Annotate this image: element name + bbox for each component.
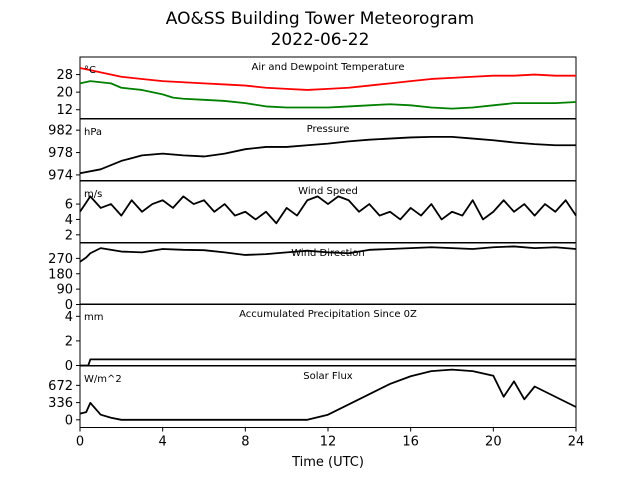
- x-axis-label: Time (UTC): [291, 455, 364, 470]
- y-tick-label: 6: [65, 198, 73, 213]
- series-line-temperature: [79, 67, 576, 91]
- y-tick-label: 180: [48, 267, 73, 282]
- figure-title: AO&SS Building Tower Meteorogram: [166, 9, 474, 29]
- y-tick-label: 12: [56, 103, 73, 118]
- x-tick-label: 0: [76, 435, 84, 450]
- x-tick-label: 12: [320, 435, 337, 450]
- panel-3: 246 Wind Speed m/s: [65, 180, 577, 243]
- panel-title: Pressure: [307, 124, 350, 135]
- y-tick-label: 2: [65, 228, 73, 243]
- y-tick-label: 28: [56, 68, 73, 83]
- x-tick-label: 8: [241, 435, 249, 450]
- y-tick-label: 270: [48, 252, 73, 267]
- y-tick-label: 90: [56, 283, 73, 298]
- x-tick-label: 20: [485, 435, 502, 450]
- panel-unit-label: hPa: [84, 127, 102, 138]
- series-line-dewpoint: [79, 80, 577, 110]
- y-tick-label: 336: [48, 396, 73, 411]
- y-tick-label: 20: [56, 86, 73, 101]
- y-tick-label: 672: [48, 379, 73, 394]
- panel-title: Wind Direction: [291, 248, 365, 259]
- y-tick-label: 978: [48, 146, 73, 161]
- series-line-data: [79, 135, 576, 175]
- series-line-data: [80, 358, 576, 367]
- panel-unit-label: mm: [84, 312, 103, 323]
- panel-unit-label: W/m^2: [84, 374, 122, 385]
- panel-title: Air and Dewpoint Temperature: [252, 62, 405, 73]
- panel-unit-label: °C: [84, 65, 96, 76]
- panel-title: Accumulated Precipitation Since 0Z: [239, 309, 417, 320]
- panel-unit-label: m/s: [84, 189, 102, 200]
- panel-title: Wind Speed: [298, 186, 358, 197]
- y-tick-label: 4: [65, 213, 73, 228]
- x-tick-label: 24: [568, 435, 585, 450]
- y-tick-label: 0: [65, 298, 73, 313]
- x-tick-label: 16: [402, 435, 419, 450]
- y-tick-label: 974: [48, 168, 73, 183]
- figure-subtitle: 2022-06-22: [271, 30, 370, 50]
- y-tick-label: 2: [65, 334, 73, 349]
- x-axis: 0 4 8 12 16 20 24: [76, 427, 585, 450]
- panel-6: 0 336 672 Solar Flux W/m^2: [48, 365, 577, 428]
- panel-5: 0 2 4 Accumulated Precipitation Since 0Z mm: [65, 303, 577, 374]
- series-line-data: [79, 245, 577, 263]
- y-tick-label: 0: [65, 413, 73, 428]
- series-line-data: [79, 368, 577, 421]
- x-tick-label: 4: [159, 435, 167, 450]
- y-tick-label: 4: [65, 310, 73, 325]
- series-line-data: [79, 195, 577, 225]
- panel-2: 974 978 982 Pressure hPa: [48, 118, 577, 183]
- panel-title: Solar Flux: [303, 371, 353, 382]
- y-tick-label: 0: [65, 359, 73, 374]
- y-tick-label: 982: [48, 124, 73, 139]
- panel-1: 12 20 28 Air and Dewpoint Temperature °C: [56, 56, 577, 119]
